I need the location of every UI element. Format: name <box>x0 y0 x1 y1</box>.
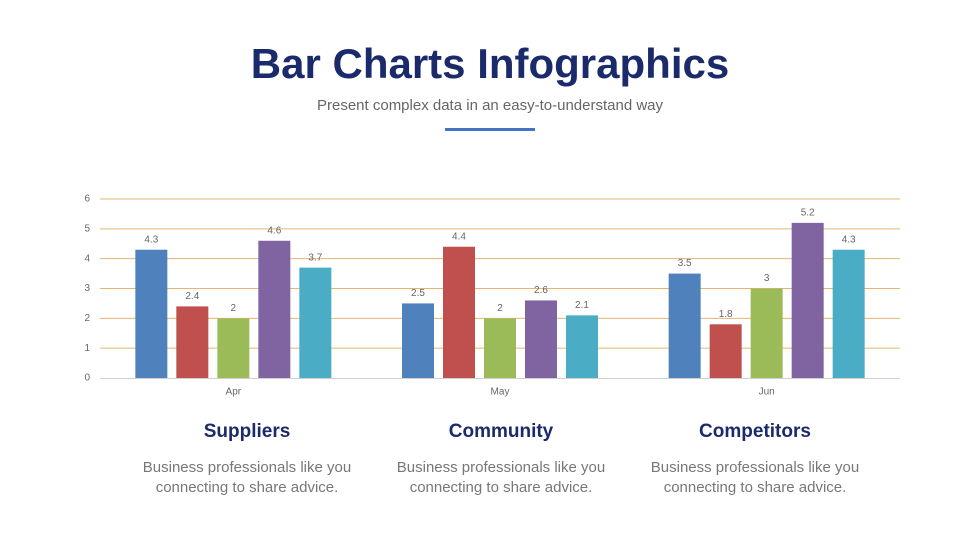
value-label: 5.2 <box>801 208 815 219</box>
value-label: 2.4 <box>185 291 199 302</box>
x-tick-label: Jun <box>759 387 775 398</box>
bar <box>791 222 824 378</box>
x-tick-label: Apr <box>226 387 242 398</box>
bar <box>402 303 434 378</box>
bar <box>135 249 168 378</box>
value-label: 2.5 <box>411 288 425 299</box>
caption-text: connecting to share advice. <box>156 479 339 496</box>
value-label: 3.5 <box>678 258 692 269</box>
bar <box>484 318 516 378</box>
value-label: 2 <box>231 303 237 314</box>
value-label: 4.4 <box>452 231 466 242</box>
bar <box>832 249 865 378</box>
y-tick-label: 2 <box>84 313 90 324</box>
value-label: 4.3 <box>144 234 158 245</box>
y-tick-label: 4 <box>84 253 90 264</box>
y-tick-label: 6 <box>84 194 90 205</box>
value-label: 4.3 <box>842 234 856 245</box>
title-underline <box>445 128 535 131</box>
value-label: 3.7 <box>308 252 322 263</box>
bar <box>299 267 332 378</box>
y-tick-label: 0 <box>84 373 90 384</box>
caption-text: Business professionals like you <box>143 459 351 476</box>
caption-text: Business professionals like you <box>651 459 859 476</box>
bar <box>258 240 291 378</box>
y-tick-label: 1 <box>84 343 90 354</box>
value-label: 3 <box>764 273 770 284</box>
value-label: 2.1 <box>575 300 589 311</box>
value-label: 2 <box>497 303 503 314</box>
caption-title: Suppliers <box>204 421 291 442</box>
bar <box>525 300 557 378</box>
value-label: 2.6 <box>534 285 548 296</box>
bar <box>750 288 783 378</box>
bar <box>566 315 598 378</box>
y-tick-label: 5 <box>84 223 90 234</box>
caption-title: Community <box>449 421 554 442</box>
chart-subtitle: Present complex data in an easy-to-under… <box>317 97 664 114</box>
caption-text: connecting to share advice. <box>410 479 593 496</box>
bar <box>709 324 742 378</box>
bar <box>443 246 475 378</box>
bar <box>668 273 701 378</box>
value-label: 4.6 <box>267 225 281 236</box>
value-label: 1.8 <box>719 309 733 320</box>
x-tick-label: May <box>491 387 510 398</box>
caption-text: connecting to share advice. <box>664 479 847 496</box>
bar <box>217 318 250 378</box>
caption-text: Business professionals like you <box>397 459 605 476</box>
y-tick-label: 3 <box>84 283 90 294</box>
chart-title: Bar Charts Infographics <box>251 40 729 87</box>
bar <box>176 306 209 378</box>
caption-title: Competitors <box>699 421 811 442</box>
